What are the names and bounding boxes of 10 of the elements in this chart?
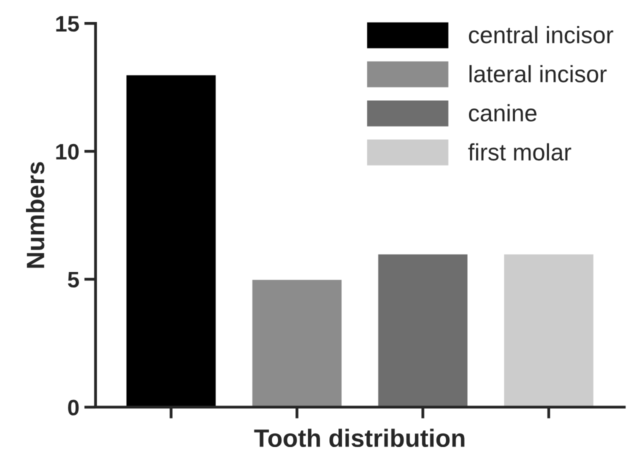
legend-label: first molar <box>468 143 572 161</box>
legend-label: canine <box>468 104 536 122</box>
y-tick-label: 15 <box>56 16 79 32</box>
legend-label: central incisor <box>468 26 614 44</box>
y-tick-label: 0 <box>68 400 79 416</box>
y-tick-label: 10 <box>56 144 79 160</box>
legend-label: lateral incisor <box>470 65 607 82</box>
y-tick-label: 5 <box>68 272 79 288</box>
x-axis-title: Tooth distribution <box>254 428 464 448</box>
y-axis-title: Numbers <box>26 162 44 268</box>
